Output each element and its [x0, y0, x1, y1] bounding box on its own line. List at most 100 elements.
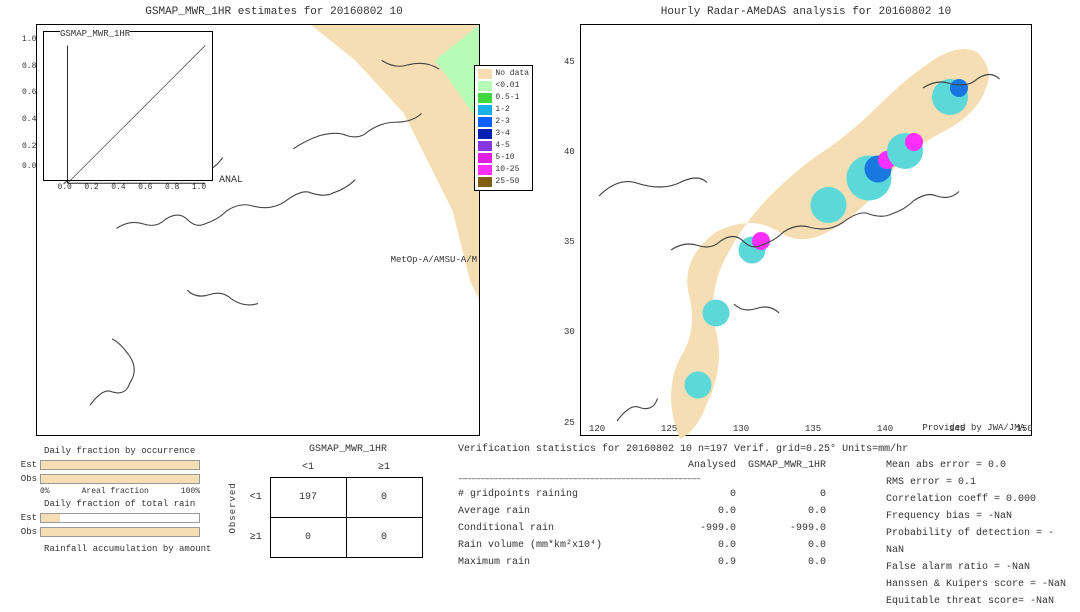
stat-col-b: GSMAP_MWR_1HR — [748, 457, 838, 474]
inset-yt-0: 1.0 — [22, 35, 36, 44]
stat-row: Average rain0.00.0 — [458, 503, 878, 520]
inset-axes-svg — [44, 32, 212, 200]
legend-row: No data — [478, 68, 529, 80]
stat-row-label: Maximum rain — [458, 554, 658, 571]
inset-xt-1: 0.2 — [84, 183, 98, 192]
stat-row-analysed: 0.0 — [658, 503, 748, 520]
legend-label: 3-4 — [495, 128, 509, 140]
legend-row: 4-5 — [478, 140, 529, 152]
stat-metric: Correlation coeff = 0.000 — [886, 491, 1072, 508]
inset-yt-1: 0.8 — [22, 62, 36, 71]
stat-row-analysed: 0.0 — [658, 537, 748, 554]
stat-header: Verification statistics for 20160802 10 … — [458, 444, 1072, 455]
legend-swatch — [478, 93, 492, 103]
stat-row: # gridpoints raining00 — [458, 486, 878, 503]
stat-metric: Equitable threat score= -NaN — [886, 593, 1072, 610]
col-bars: Daily fraction by occurrence Est Obs 0% … — [18, 444, 218, 606]
map-right-plot: Provided by JWA/JMA — [580, 24, 1032, 436]
stat-row-label: # gridpoints raining — [458, 486, 658, 503]
legend-row: 25-50 — [478, 176, 529, 188]
legend-row: <0.01 — [478, 80, 529, 92]
totalrain-est-bar — [41, 514, 60, 522]
inset-xt-3: 0.6 — [138, 183, 152, 192]
inset-xt-0: 0.0 — [57, 183, 71, 192]
legend-swatch — [478, 153, 492, 163]
contingency-side: Observed — [228, 459, 238, 558]
legend-label: 1-2 — [495, 104, 509, 116]
occurrence-bars: Est Obs 0% Areal fraction 100% — [18, 459, 218, 496]
right-ytick: 30 — [564, 327, 575, 337]
contingency-title: GSMAP_MWR_1HR — [248, 444, 448, 455]
map-right: Hourly Radar-AMeDAS analysis for 2016080… — [540, 4, 1072, 440]
scale-0: 0% — [40, 487, 50, 496]
occurrence-title: Daily fraction by occurrence — [44, 446, 218, 456]
inset-xt-4: 0.8 — [165, 183, 179, 192]
col-stats: Verification statistics for 20160802 10 … — [458, 444, 1072, 606]
stat-metric: Frequency bias = -NaN — [886, 508, 1072, 525]
stat-row-est: 0.0 — [748, 503, 838, 520]
legend-label: 0.5-1 — [495, 92, 519, 104]
legend-swatch — [478, 81, 492, 91]
legend-row: 2-3 — [478, 116, 529, 128]
inset-xt-2: 0.4 — [111, 183, 125, 192]
anal-label: ANAL — [219, 175, 243, 186]
occurrence-obs-bar — [41, 475, 199, 483]
legend: No data<0.010.5-11-22-33-44-55-1010-2525… — [474, 65, 533, 191]
totalrain-obs-bar — [41, 528, 199, 536]
legend-row: 1-2 — [478, 104, 529, 116]
col-contingency: GSMAP_MWR_1HR Observed <1 ≥1 <1 197 0 ≥1… — [228, 444, 448, 606]
stat-col-a: Analysed — [658, 457, 748, 474]
cont-row2: ≥1 — [242, 517, 270, 557]
right-ytick: 45 — [564, 57, 575, 67]
inset-yt-4: 0.2 — [22, 142, 36, 151]
est-label: Est — [18, 460, 40, 470]
right-xtick: 150 — [1017, 424, 1033, 434]
totalrain-title: Daily fraction of total rain — [44, 499, 218, 509]
legend-label: No data — [495, 68, 529, 80]
inset-yt-2: 0.6 — [22, 88, 36, 97]
right-xtick: 140 — [877, 424, 893, 434]
inset-yt-3: 0.4 — [22, 115, 36, 124]
satellite-label: MetOp-A/AMSU-A/M — [391, 255, 477, 265]
stat-metric: Hanssen & Kuipers score = -NaN — [886, 576, 1072, 593]
legend-label: 25-50 — [495, 176, 519, 188]
legend-row: 3-4 — [478, 128, 529, 140]
stat-row-label: Average rain — [458, 503, 658, 520]
legend-swatch — [478, 129, 492, 139]
stat-row-label: Conditional rain — [458, 520, 658, 537]
right-coast-svg — [581, 25, 1031, 475]
legend-swatch — [478, 69, 492, 79]
stat-row-analysed: -999.0 — [658, 520, 748, 537]
accum-title: Rainfall accumulation by amount — [44, 544, 218, 554]
scale-100: 100% — [181, 487, 200, 496]
inset-yt-5: 0.0 — [22, 162, 36, 171]
cont-col1: <1 — [270, 459, 346, 477]
right-xtick: 130 — [733, 424, 749, 434]
occurrence-est-bar — [41, 461, 199, 469]
legend-label: 4-5 — [495, 140, 509, 152]
stat-right-metrics: Mean abs error = 0.0RMS error = 0.1Corre… — [878, 457, 1072, 610]
map-left: GSMAP_MWR_1HR estimates for 20160802 10 … — [8, 4, 540, 440]
legend-label: 2-3 — [495, 116, 509, 128]
cont-col2: ≥1 — [346, 459, 422, 477]
right-xtick: 135 — [805, 424, 821, 434]
legend-row: 5-10 — [478, 152, 529, 164]
maps-row: GSMAP_MWR_1HR estimates for 20160802 10 … — [0, 0, 1080, 440]
bottom-row: Daily fraction by occurrence Est Obs 0% … — [0, 440, 1080, 608]
legend-swatch — [478, 165, 492, 175]
scale-mid: Areal fraction — [82, 487, 149, 496]
legend-row: 10-25 — [478, 164, 529, 176]
map-left-title: GSMAP_MWR_1HR estimates for 20160802 10 — [145, 6, 402, 18]
legend-label: <0.01 — [495, 80, 519, 92]
legend-swatch — [478, 177, 492, 187]
stat-row-est: 0.0 — [748, 554, 838, 571]
contingency-table: <1 ≥1 <1 197 0 ≥1 0 0 — [242, 459, 423, 558]
stat-row-est: -999.0 — [748, 520, 838, 537]
stat-row: Conditional rain-999.0-999.0 — [458, 520, 878, 537]
stat-row-analysed: 0 — [658, 486, 748, 503]
legend-swatch — [478, 141, 492, 151]
inset-xt-5: 1.0 — [192, 183, 206, 192]
right-xtick: 120 — [589, 424, 605, 434]
stat-row: Maximum rain0.90.0 — [458, 554, 878, 571]
stat-metric: Probability of detection = -NaN — [886, 525, 1072, 559]
